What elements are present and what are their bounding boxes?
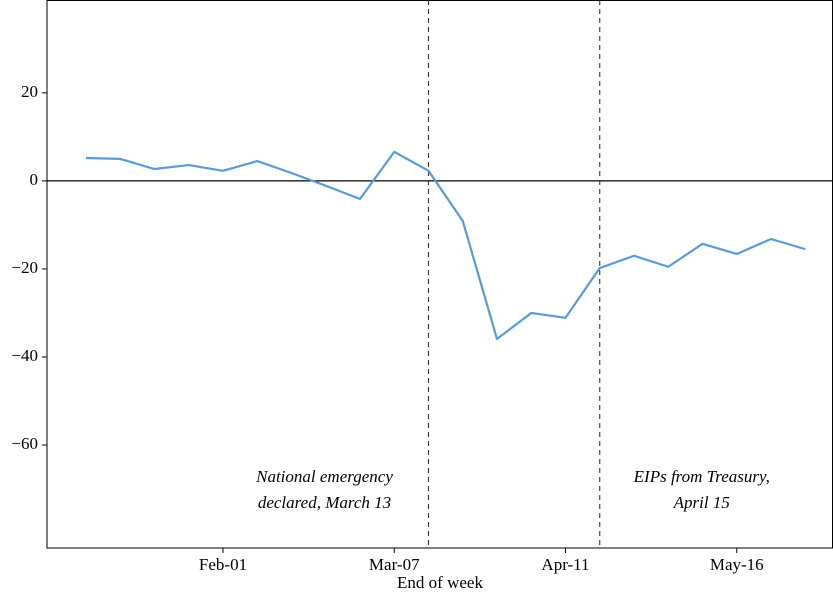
annotation: EIPs from Treasury,	[633, 467, 770, 486]
y-tick-label: −20	[11, 258, 38, 277]
x-tick-label: Feb-01	[199, 555, 247, 574]
x-tick-label: May-16	[710, 555, 764, 574]
plot-frame	[46, 0, 833, 549]
y-tick-label: −40	[11, 346, 38, 365]
y-tick-label: −60	[11, 434, 38, 453]
x-axis-label: End of week	[397, 573, 483, 592]
x-tick-label: Apr-11	[541, 555, 589, 574]
y-tick-label: 0	[30, 170, 39, 189]
x-tick-label: Mar-07	[369, 555, 420, 574]
annotation: April 15	[673, 493, 730, 512]
annotation: declared, March 13	[258, 493, 391, 512]
data-line	[85, 150, 806, 341]
annotation: National emergency	[255, 467, 393, 486]
y-tick-label: 20	[21, 82, 38, 101]
